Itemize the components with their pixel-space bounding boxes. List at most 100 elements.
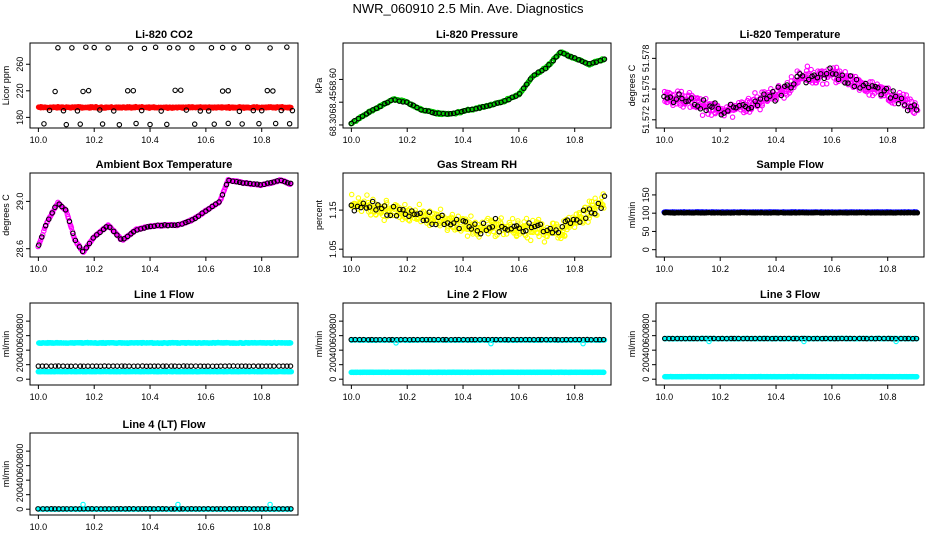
x-tick-label: 10.8 bbox=[879, 392, 897, 402]
data-point bbox=[141, 45, 148, 52]
data-point bbox=[440, 110, 447, 117]
data-point bbox=[348, 120, 355, 127]
x-tick-label: 10.8 bbox=[253, 135, 271, 145]
data-point bbox=[542, 65, 549, 72]
y-tick-label: 1.05 bbox=[328, 240, 338, 258]
data-point bbox=[531, 72, 538, 78]
y-axis-label: kPa bbox=[314, 78, 324, 94]
y-tick-label: 68.60 bbox=[328, 68, 338, 91]
data-point bbox=[449, 211, 456, 218]
data-point bbox=[804, 63, 811, 70]
x-tick-label: 10.8 bbox=[566, 392, 584, 402]
data-point bbox=[264, 87, 271, 94]
data-point bbox=[258, 107, 265, 114]
x-tick-label: 10.2 bbox=[711, 392, 729, 402]
data-point bbox=[473, 106, 479, 112]
data-point bbox=[674, 88, 681, 94]
data-point bbox=[208, 44, 215, 51]
data-point bbox=[422, 107, 428, 114]
data-point bbox=[158, 108, 164, 114]
y-tick-label: 200 bbox=[328, 357, 338, 372]
y-axis-label: percent bbox=[314, 199, 324, 230]
data-point bbox=[407, 101, 413, 107]
x-tick-label: 10.4 bbox=[141, 264, 159, 274]
x-tick-label: 10.2 bbox=[85, 135, 103, 145]
y-tick-label: 400 bbox=[15, 343, 25, 358]
data-point bbox=[699, 112, 706, 118]
data-point bbox=[513, 93, 519, 99]
series-high bbox=[36, 339, 294, 347]
y-tick-label: 600 bbox=[641, 328, 651, 343]
series-sample bbox=[348, 49, 607, 127]
y-tick-label: 100 bbox=[641, 206, 651, 221]
data-point bbox=[721, 112, 727, 119]
data-point bbox=[416, 201, 423, 208]
y-axis-label: ml/min bbox=[314, 331, 324, 358]
series-standards bbox=[348, 49, 608, 127]
y-tick-label: 600 bbox=[15, 328, 25, 343]
plot-frame bbox=[342, 42, 612, 129]
data-point bbox=[382, 100, 388, 107]
data-point bbox=[97, 107, 103, 113]
data-point bbox=[138, 107, 145, 114]
data-point bbox=[541, 239, 548, 245]
chart-title: Line 2 Flow bbox=[447, 289, 507, 301]
x-tick-label: 10.8 bbox=[566, 135, 584, 145]
data-point bbox=[527, 76, 534, 82]
data-point bbox=[250, 363, 257, 369]
data-point bbox=[270, 88, 276, 94]
data-point bbox=[85, 87, 92, 94]
data-point bbox=[788, 74, 795, 80]
x-tick-label: 10.2 bbox=[398, 135, 416, 145]
data-point bbox=[842, 68, 848, 75]
data-point bbox=[520, 85, 527, 91]
data-point bbox=[175, 45, 181, 51]
data-point bbox=[364, 192, 370, 198]
data-point bbox=[476, 105, 483, 111]
y-tick-label: 200 bbox=[641, 357, 651, 372]
series-low bbox=[35, 368, 295, 375]
x-tick-label: 10.6 bbox=[510, 392, 528, 402]
series-standards bbox=[35, 363, 294, 369]
x-tick-label: 10.4 bbox=[454, 135, 472, 145]
plot-frame bbox=[342, 172, 612, 258]
data-point bbox=[193, 363, 199, 369]
y-axis-label: ml/min bbox=[627, 202, 637, 229]
data-point bbox=[219, 44, 226, 51]
data-point bbox=[600, 369, 607, 375]
data-point bbox=[464, 233, 471, 239]
x-tick-label: 10.0 bbox=[656, 135, 674, 145]
y-axis-label: ml/min bbox=[627, 331, 637, 358]
y-tick-label: 400 bbox=[328, 343, 338, 358]
data-point bbox=[236, 108, 243, 115]
data-point bbox=[550, 58, 557, 64]
x-tick-label: 10.2 bbox=[398, 392, 416, 402]
data-point bbox=[808, 66, 814, 73]
plot-frame bbox=[655, 302, 925, 386]
data-point bbox=[571, 224, 578, 231]
data-point bbox=[133, 120, 139, 127]
data-point bbox=[272, 120, 279, 127]
y-tick-label: 200 bbox=[15, 357, 25, 372]
data-point bbox=[523, 215, 530, 222]
data-point bbox=[823, 81, 830, 87]
chart-title: Li-820 CO2 bbox=[135, 29, 192, 41]
series-standards bbox=[35, 177, 294, 255]
data-point bbox=[509, 215, 516, 222]
data-point bbox=[355, 195, 362, 201]
x-tick-label: 10.4 bbox=[454, 392, 472, 402]
data-point bbox=[60, 363, 66, 369]
data-point bbox=[355, 115, 362, 122]
data-point bbox=[205, 108, 212, 114]
y-axis-label: degrees C bbox=[627, 64, 637, 106]
x-tick-label: 10.4 bbox=[767, 135, 785, 145]
data-point bbox=[729, 114, 736, 120]
y-tick-label: 220 bbox=[15, 83, 25, 98]
data-point bbox=[197, 108, 204, 114]
x-tick-label: 10.8 bbox=[879, 264, 897, 274]
data-point bbox=[55, 45, 61, 51]
y-axis-label: ml/min bbox=[1, 331, 11, 358]
